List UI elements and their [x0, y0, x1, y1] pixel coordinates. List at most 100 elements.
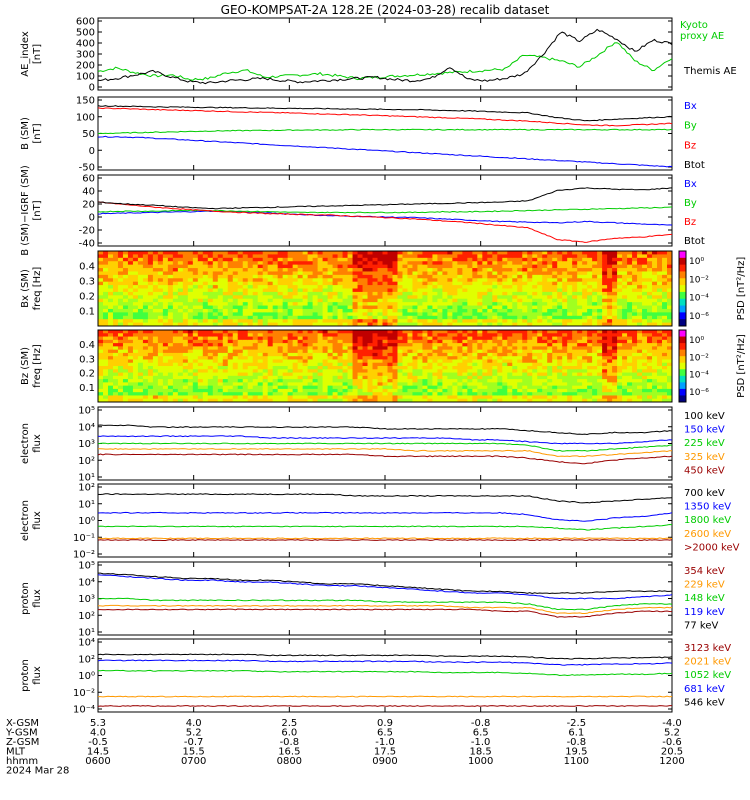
spectrogram-cell: [397, 366, 403, 370]
spectrogram-cell: [98, 379, 104, 383]
spectrogram-cell: [187, 298, 194, 303]
spectrogram-cell: [477, 322, 483, 327]
spectrogram-cell: [242, 398, 249, 403]
spectrogram-cell: [207, 291, 214, 296]
spectrogram-cell: [552, 352, 558, 357]
spectrogram-cell: [132, 395, 139, 400]
spectrogram-cell: [642, 251, 648, 255]
spectrogram-cell: [637, 312, 643, 317]
spectrogram-cell: [572, 285, 578, 289]
spectrogram-cell: [177, 308, 184, 313]
spectrogram-cell: [272, 356, 279, 360]
spectrogram-cell: [347, 268, 354, 272]
spectrogram-cell: [277, 330, 284, 334]
spectrogram-cell: [157, 315, 164, 320]
spectrogram-cell: [587, 264, 593, 269]
spectrogram-cell: [367, 261, 374, 266]
spectrogram-cell: [442, 339, 448, 344]
spectrogram-cell: [547, 398, 553, 403]
spectrogram-cell: [557, 264, 563, 269]
spectrogram-cell: [267, 264, 274, 269]
spectrogram-cell: [182, 264, 189, 269]
spectrogram-cell: [492, 343, 498, 347]
spectrogram-cell: [322, 375, 329, 380]
spectrogram-cell: [667, 308, 673, 313]
spectrogram-cell: [597, 261, 603, 266]
spectrogram-cell: [302, 257, 309, 262]
spectrogram-cell: [577, 268, 583, 272]
spectrogram-cell: [272, 291, 279, 296]
spectrogram-cell: [497, 388, 503, 393]
spectrogram-cell: [312, 343, 319, 347]
spectrogram-cell: [492, 333, 498, 338]
spectrogram-cell: [362, 382, 369, 387]
spectrogram-cell: [502, 315, 508, 320]
spectrogram-cell: [532, 295, 538, 300]
spectrogram-cell: [387, 366, 393, 370]
spectrogram-cell: [337, 278, 344, 283]
spectrogram-cell: [577, 369, 583, 374]
spectrogram-cell: [392, 388, 398, 393]
spectrogram-cell: [257, 366, 264, 370]
spectrogram-cell: [637, 264, 643, 269]
spectrogram-cell: [107, 372, 114, 377]
spectrogram-cell: [572, 362, 578, 367]
spectrogram-cell: [367, 336, 374, 341]
spectrogram-cell: [477, 333, 483, 338]
spectrogram-cell: [302, 343, 309, 347]
spectrogram-cell: [247, 271, 254, 276]
spectrogram-cell: [517, 346, 523, 351]
spectrogram-cell: [587, 330, 593, 334]
spectrogram-cell: [347, 339, 354, 344]
spectrogram-cell: [452, 356, 458, 360]
spectrogram-cell: [572, 388, 578, 393]
spectrogram-cell: [537, 379, 543, 383]
spectrogram-cell: [327, 359, 334, 364]
spectrogram-cell: [422, 281, 428, 286]
spectrogram-cell: [272, 352, 279, 357]
spectrogram-cell: [222, 362, 229, 367]
spectrogram-cell: [137, 330, 144, 334]
spectrogram-cell: [257, 359, 264, 364]
spectrogram-cell: [117, 302, 124, 307]
spectrogram-cell: [412, 257, 418, 262]
spectrogram-cell: [502, 268, 508, 272]
spectrogram-cell: [142, 319, 149, 324]
spectrogram-cell: [507, 333, 513, 338]
spectrogram-cell: [407, 349, 413, 354]
spectrogram-cell: [442, 369, 448, 374]
spectrogram-cell: [412, 369, 418, 374]
spectrogram-cell: [272, 382, 279, 387]
spectrogram-cell: [512, 295, 518, 300]
spectrogram-cell: [127, 392, 134, 396]
spectrogram-cell: [382, 261, 388, 266]
spectrogram-cell: [272, 372, 279, 377]
spectrogram-cell: [347, 330, 354, 334]
spectrogram-cell: [397, 291, 403, 296]
spectrogram-cell: [537, 271, 543, 276]
spectrogram-cell: [407, 254, 413, 259]
spectrogram-cell: [232, 268, 239, 272]
spectrogram-cell: [402, 382, 408, 387]
spectrogram-cell: [132, 375, 139, 380]
spectrogram-cell: [457, 395, 463, 400]
spectrogram-cell: [197, 315, 204, 320]
spectrogram-cell: [422, 254, 428, 259]
spectrogram-cell: [147, 271, 154, 276]
spectrogram-cell: [582, 291, 588, 296]
spectrogram-cell: [282, 251, 289, 255]
spectrogram-cell: [662, 315, 668, 320]
spectrogram-cell: [607, 366, 613, 370]
spectrogram-cell: [172, 305, 179, 310]
spectrogram-cell: [167, 251, 174, 255]
spectrogram-cell: [277, 352, 284, 357]
spectrogram-cell: [397, 346, 403, 351]
spectrogram-cell: [267, 343, 274, 347]
spectrogram-cell: [642, 271, 648, 276]
spectrogram-cell: [442, 302, 448, 307]
spectrogram-cell: [467, 369, 473, 374]
spectrogram-cell: [162, 336, 169, 341]
spectrogram-cell: [177, 271, 184, 276]
spectrogram-cell: [112, 382, 119, 387]
spectrogram-cell: [167, 288, 174, 293]
